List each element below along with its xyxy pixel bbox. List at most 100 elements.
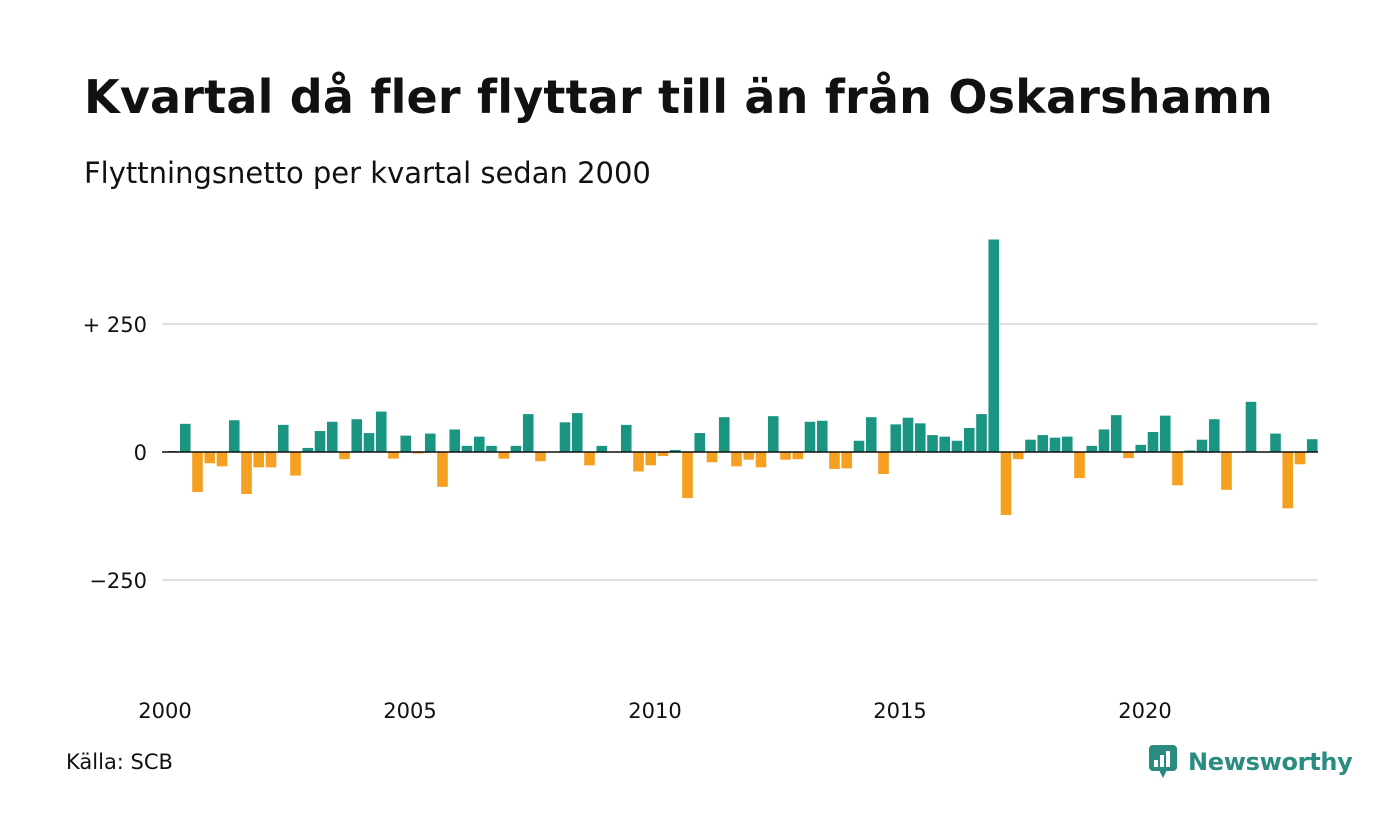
bar: [890, 424, 902, 452]
x-tick-label: 2015: [873, 699, 926, 723]
bar: [1000, 452, 1012, 515]
bar: [265, 452, 277, 468]
bar: [596, 445, 608, 452]
bar: [1025, 439, 1036, 452]
bar: [1245, 401, 1257, 452]
bar: [633, 452, 644, 472]
bar: [1172, 452, 1183, 486]
source-note: Källa: SCB: [66, 750, 173, 774]
bar: [498, 452, 510, 459]
bar: [1061, 436, 1073, 452]
bar: [767, 416, 779, 452]
bar: [1037, 435, 1049, 452]
bar: [718, 417, 730, 452]
bar: [571, 413, 583, 452]
bar: [388, 452, 399, 459]
bar: [853, 440, 865, 452]
y-tick-label: −250: [89, 569, 147, 593]
chart-title: Kvartal då fler flyttar till än från Osk…: [84, 70, 1273, 124]
bar: [645, 452, 657, 466]
bar: [841, 452, 853, 469]
bar: [584, 452, 595, 466]
bar: [657, 452, 669, 457]
bar: [951, 440, 963, 452]
bar: [375, 411, 387, 452]
y-axis-ticks: + 250 0 −250: [83, 313, 147, 593]
bar: [277, 424, 289, 452]
bar: [1074, 452, 1085, 479]
bar: [363, 433, 375, 452]
bar: [400, 435, 412, 452]
bar: [1306, 439, 1318, 452]
bar: [682, 452, 693, 499]
bar: [976, 414, 987, 452]
bar: [1282, 452, 1294, 509]
gridlines: [162, 323, 1318, 581]
bar: [963, 427, 975, 452]
bar: [780, 452, 791, 460]
bar: [927, 435, 938, 452]
x-tick-label: 2010: [628, 699, 681, 723]
bar: [1086, 445, 1098, 452]
bar: [1159, 415, 1171, 452]
bar: [669, 449, 681, 452]
bar: [816, 420, 828, 452]
x-tick-label: 2005: [383, 699, 436, 723]
bar: [1270, 433, 1281, 452]
x-axis-ticks: 2000 2005 2010 2015 2020: [138, 699, 1171, 723]
bar: [192, 452, 203, 492]
bar: [302, 447, 314, 452]
brand-name: Newsworthy: [1188, 748, 1353, 776]
bar: [179, 423, 191, 452]
bar: [902, 417, 914, 452]
x-tick-label: 2020: [1118, 699, 1171, 723]
bar: [706, 452, 718, 463]
bar: [1012, 452, 1024, 460]
bar: [792, 452, 804, 460]
bar: [1196, 439, 1208, 452]
y-tick-label: + 250: [83, 313, 147, 337]
bar: [437, 452, 448, 487]
bar: [486, 445, 497, 452]
bar: [743, 452, 755, 460]
bar: [216, 452, 228, 467]
bar-chart-speech-bubble-icon: [1149, 745, 1177, 778]
bar: [829, 452, 840, 469]
bar: [339, 452, 350, 460]
bar: [326, 421, 338, 452]
x-tick-label: 2000: [138, 699, 191, 723]
bar: [253, 452, 265, 468]
bar: [228, 420, 240, 452]
bar: [755, 452, 767, 468]
bar: [424, 433, 436, 452]
bar: [731, 452, 742, 467]
bar: [1147, 432, 1159, 452]
bar: [865, 417, 877, 452]
bar: [314, 431, 326, 452]
bar: [694, 433, 706, 452]
bar: [351, 419, 363, 452]
bar: [988, 239, 1000, 452]
bar: [939, 436, 951, 452]
bars: [167, 239, 1318, 515]
bar: [461, 445, 473, 452]
bar: [1123, 452, 1134, 459]
bar: [1049, 437, 1061, 452]
bar: [522, 414, 534, 452]
bar: [804, 421, 816, 452]
bar: [1098, 429, 1110, 452]
y-tick-label: 0: [134, 441, 147, 465]
bar: [914, 423, 926, 452]
bar: [878, 452, 889, 475]
chart-subtitle: Flyttningsnetto per kvartal sedan 2000: [84, 156, 651, 190]
bar: [473, 436, 485, 452]
brand-link[interactable]: Newsworthy: [1148, 744, 1353, 780]
bar: [449, 429, 461, 452]
bar: [1221, 452, 1232, 490]
bar: [535, 452, 546, 462]
bar: [204, 452, 216, 464]
bar: [559, 422, 571, 452]
bar: [241, 452, 252, 494]
